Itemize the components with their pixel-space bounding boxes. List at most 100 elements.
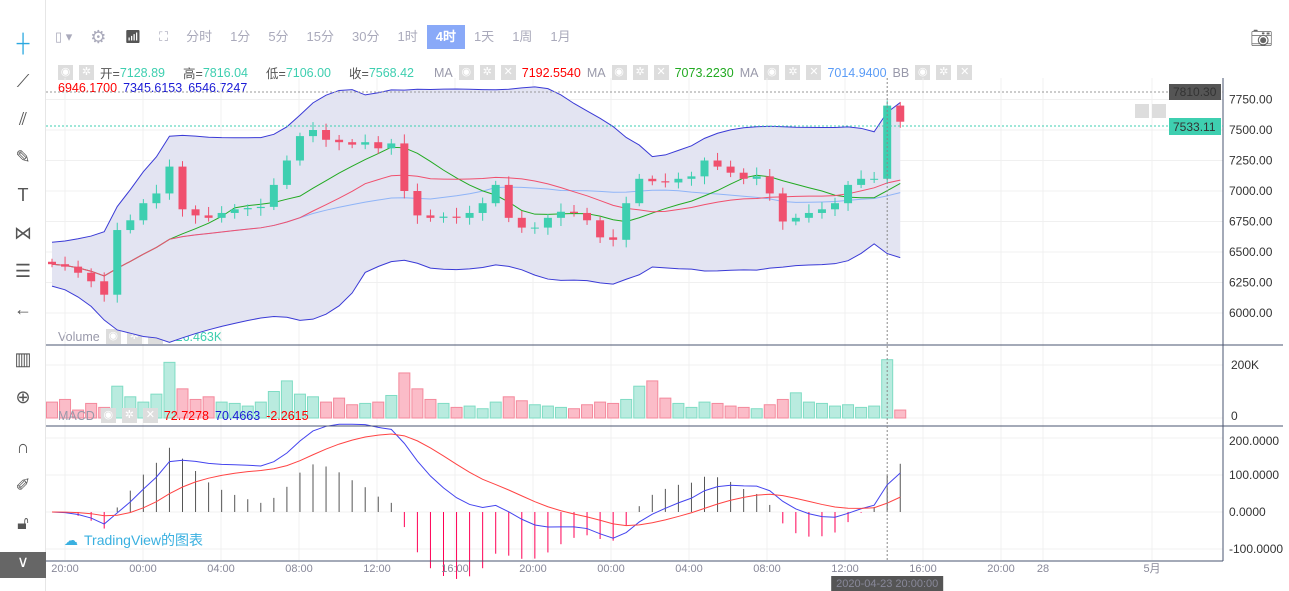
volume-tick-label: 0	[1231, 409, 1238, 423]
ma3-line	[51, 186, 901, 277]
candle-body	[791, 217, 800, 222]
candle-body	[896, 105, 905, 122]
interval-4[interactable]: 30分	[352, 29, 380, 44]
interval-3[interactable]: 15分	[306, 29, 335, 44]
crosshair-icon[interactable]: ┼	[16, 32, 30, 53]
tradingview-logo-icon: ☁	[64, 531, 78, 548]
time-tick-label: 16:00	[441, 563, 469, 575]
volume-bar	[737, 406, 750, 419]
candle-body	[178, 166, 187, 210]
volume-bar	[568, 408, 580, 419]
interval-5[interactable]: 1时	[397, 29, 418, 44]
zoom-icon[interactable]: ⊕	[15, 386, 31, 407]
text-icon[interactable]: T	[17, 184, 29, 205]
volume-bar	[46, 401, 58, 419]
measure-icon[interactable]: ☰	[14, 260, 32, 281]
eye-icon[interactable]: ◉	[58, 65, 73, 80]
time-tick-label: 00:00	[597, 563, 625, 575]
fullscreen-icon[interactable]: ⛶	[158, 29, 169, 44]
trend-line-icon[interactable]: ⟋	[16, 70, 30, 91]
candle-body	[700, 160, 709, 177]
collapse-toolbar-button[interactable]: ∨	[0, 552, 46, 578]
interval-6[interactable]: 4时	[426, 25, 465, 49]
time-tick-label: 12:00	[831, 563, 859, 575]
interval-1[interactable]: 1分	[230, 29, 251, 44]
volume-bar	[659, 397, 672, 419]
macd-tick-label: 0.0000	[1229, 505, 1266, 519]
time-tick-label: 20:00	[51, 563, 79, 575]
price-tick-label: 6000.00	[1229, 306, 1273, 320]
candle-body	[439, 216, 448, 218]
close-icon[interactable]: ✕	[806, 65, 822, 80]
volume-bar	[463, 405, 476, 419]
candle-body	[465, 212, 474, 218]
volume-bar	[437, 402, 450, 419]
auto-scale-button	[1152, 104, 1166, 118]
candle-body	[504, 184, 513, 218]
candle-body	[752, 176, 761, 179]
bb-values: 6946.1700 7345.6153 6546.7247	[58, 81, 248, 95]
interval-9[interactable]: 1月	[550, 29, 571, 44]
high-value: 7816.04	[202, 65, 248, 80]
bollinger-band-fill	[52, 86, 901, 343]
macd-tick-label: -100.0000	[1229, 542, 1283, 556]
close-icon[interactable]: ✕	[500, 65, 516, 80]
candle-body	[478, 203, 487, 213]
interval-2[interactable]: 5分	[268, 29, 289, 44]
candle-body	[309, 130, 317, 137]
volume-bar	[698, 401, 711, 419]
candle-body	[126, 220, 135, 231]
candle-body	[165, 166, 174, 194]
top-toolbar: ▯ ▾ ⚙ 📶︎ ⛶ 分时 1分 5分 15分 30分 1时 4时 1天 1周 1月	[46, 20, 580, 54]
ma2-label[interactable]: MA	[586, 65, 606, 80]
interval-7[interactable]: 1天	[473, 29, 495, 44]
close-value: 7568.42	[368, 65, 414, 80]
pattern-icon[interactable]: ⋈	[14, 222, 32, 243]
magnet-icon[interactable]: ∩	[16, 436, 30, 457]
time-tick-label: 04:00	[207, 563, 235, 575]
candle-body	[726, 166, 735, 173]
indicators-icon[interactable]: ▥	[14, 348, 32, 369]
volume-bar	[502, 396, 515, 419]
candle-body	[596, 220, 605, 238]
volume-bar	[672, 402, 685, 419]
lock-icon[interactable]: 🔓︎	[17, 512, 29, 533]
indicators-icon[interactable]: 📶︎	[124, 29, 141, 44]
settings-icon[interactable]: ⚙	[90, 27, 107, 47]
volume-bar	[646, 380, 659, 419]
crosshair-time-label: 2020-04-23 20:00:00	[836, 578, 938, 590]
candle-body	[570, 211, 578, 213]
bb-label[interactable]: BB	[892, 65, 910, 80]
candle-body	[870, 178, 879, 180]
close-icon[interactable]: ✕	[957, 65, 973, 80]
gear-icon[interactable]: ✲	[79, 65, 94, 80]
price-tick-label: 7250.00	[1229, 154, 1273, 168]
fib-icon[interactable]: ⫽	[18, 108, 28, 129]
volume-bar	[789, 392, 802, 419]
volume-bar	[829, 405, 841, 419]
time-tick-label: 20:00	[987, 563, 1015, 575]
ma1-label[interactable]: MA	[434, 65, 453, 80]
volume-tick-label: 200K	[1231, 358, 1259, 372]
candle-body	[739, 172, 748, 179]
ma2-line	[51, 146, 901, 277]
candle-body	[374, 142, 383, 149]
brush-icon[interactable]: ✎	[15, 146, 31, 167]
volume-bar	[594, 401, 607, 419]
ma1-value: 7192.5540	[521, 65, 581, 80]
bb-upper-line	[51, 86, 901, 243]
candle-body	[48, 261, 56, 265]
candle-body	[426, 215, 435, 218]
volume-bar	[528, 404, 541, 419]
chart-type-icon[interactable]: ▯ ▾	[55, 29, 73, 44]
candle-body	[61, 264, 70, 267]
lock-pencil-icon[interactable]: ✐	[15, 474, 31, 495]
volume-bar	[307, 396, 319, 419]
interval-0[interactable]: 分时	[186, 29, 213, 44]
back-arrow-icon[interactable]: ←	[14, 298, 32, 319]
interval-8[interactable]: 1周	[512, 29, 533, 44]
close-icon[interactable]: ✕	[653, 65, 669, 80]
ma3-label[interactable]: MA	[739, 65, 759, 80]
camera-icon[interactable]: 📷︎	[1250, 28, 1273, 48]
volume-bar	[607, 402, 620, 419]
